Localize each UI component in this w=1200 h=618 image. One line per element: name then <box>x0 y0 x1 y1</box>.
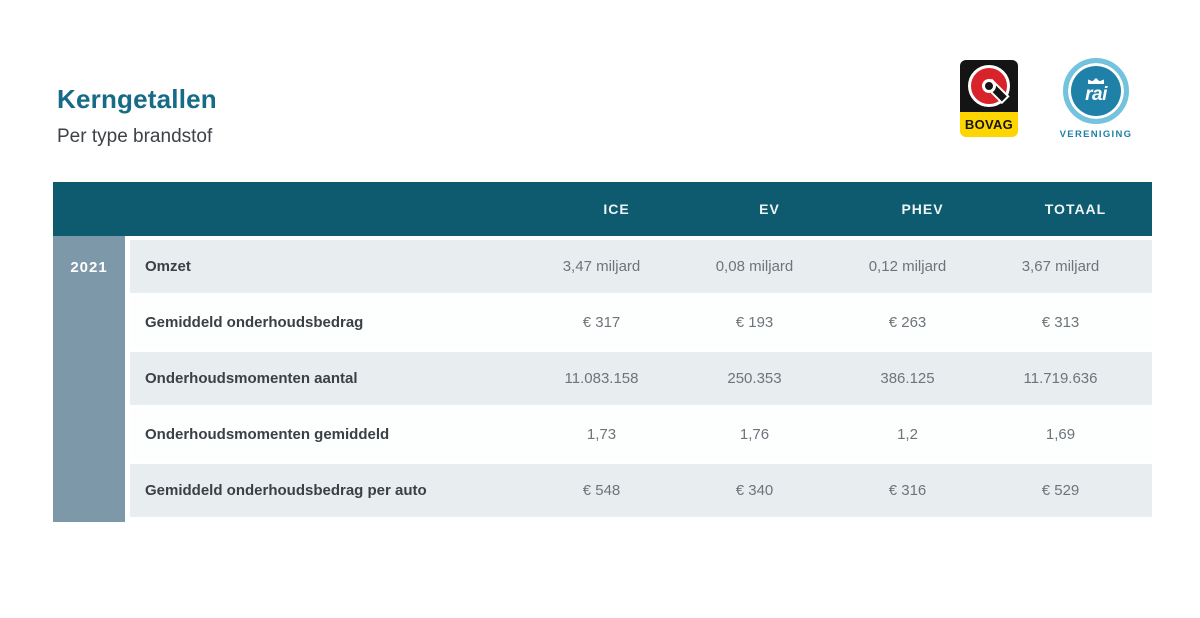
row-label: Gemiddeld onderhoudsbedrag per auto <box>145 482 427 499</box>
cell-totaal: 11.719.636 <box>1023 370 1098 387</box>
rai-wordmark: rai <box>1085 84 1107 105</box>
table-rows: Omzet 3,47 miljard 0,08 miljard 0,12 mil… <box>130 236 1152 522</box>
cell-phev: € 316 <box>888 482 927 499</box>
cell-ice: 11.083.158 <box>564 370 639 387</box>
cell-phev: 0,12 miljard <box>868 258 947 275</box>
row-label: Gemiddeld onderhoudsbedrag <box>145 314 364 331</box>
cell-phev: € 263 <box>888 314 927 331</box>
rai-crown-icon <box>1088 78 1104 84</box>
row-label: Onderhoudsmomenten aantal <box>145 370 358 387</box>
row-label: Onderhoudsmomenten gemiddeld <box>145 426 390 443</box>
kpi-table: ICE EV PHEV TOTAAL 2021 Omzet 3,47 milja… <box>53 182 1152 522</box>
cell-totaal: € 313 <box>1041 314 1080 331</box>
page-title: Kerngetallen <box>57 84 217 114</box>
cell-ev: 0,08 miljard <box>715 258 794 275</box>
cell-ev: 1,76 <box>739 426 770 443</box>
cell-ice: € 548 <box>582 482 621 499</box>
row-label: Omzet <box>145 258 191 275</box>
cell-totaal: 1,69 <box>1045 426 1076 443</box>
bovag-logo-icon <box>960 60 1018 112</box>
bovag-hub-icon <box>982 79 996 93</box>
cell-ice: 1,73 <box>586 426 617 443</box>
rai-logo-text: VERENIGING <box>1059 129 1133 140</box>
rai-logo: rai VERENIGING <box>1057 58 1135 140</box>
table-body: 2021 Omzet 3,47 miljard 0,08 miljard 0,1… <box>53 236 1152 522</box>
cell-ice: 3,47 miljard <box>562 258 641 275</box>
cell-totaal: 3,67 miljard <box>1021 258 1100 275</box>
cell-totaal: € 529 <box>1041 482 1080 499</box>
cell-phev: 386.125 <box>880 370 935 387</box>
column-header-totaal: TOTAAL <box>1044 201 1107 217</box>
table-row: Onderhoudsmomenten aantal 11.083.158 250… <box>130 352 1152 405</box>
cell-ev: € 340 <box>735 482 774 499</box>
column-header-phev: PHEV <box>901 201 944 217</box>
bovag-logo: BOVAG <box>960 60 1018 137</box>
bovag-wheel-icon <box>968 65 1010 107</box>
table-row: Omzet 3,47 miljard 0,08 miljard 0,12 mil… <box>130 240 1152 293</box>
column-header-ev: EV <box>759 201 780 217</box>
year-cell: 2021 <box>53 236 125 522</box>
cell-ev: 250.353 <box>727 370 782 387</box>
cell-phev: 1,2 <box>897 426 918 443</box>
page-subtitle: Per type brandstof <box>57 126 213 147</box>
table-row: Gemiddeld onderhoudsbedrag € 317 € 193 €… <box>130 296 1152 349</box>
table-header-row: ICE EV PHEV TOTAAL <box>53 182 1152 236</box>
table-row: Onderhoudsmomenten gemiddeld 1,73 1,76 1… <box>130 408 1152 461</box>
title-block: Kerngetallen Per type brandstof <box>57 84 217 148</box>
rai-logo-icon: rai <box>1063 58 1129 124</box>
cell-ice: € 317 <box>582 314 621 331</box>
cell-ev: € 193 <box>735 314 774 331</box>
table-row: Gemiddeld onderhoudsbedrag per auto € 54… <box>130 464 1152 517</box>
bovag-logo-text: BOVAG <box>960 112 1018 137</box>
column-header-ice: ICE <box>603 201 630 217</box>
